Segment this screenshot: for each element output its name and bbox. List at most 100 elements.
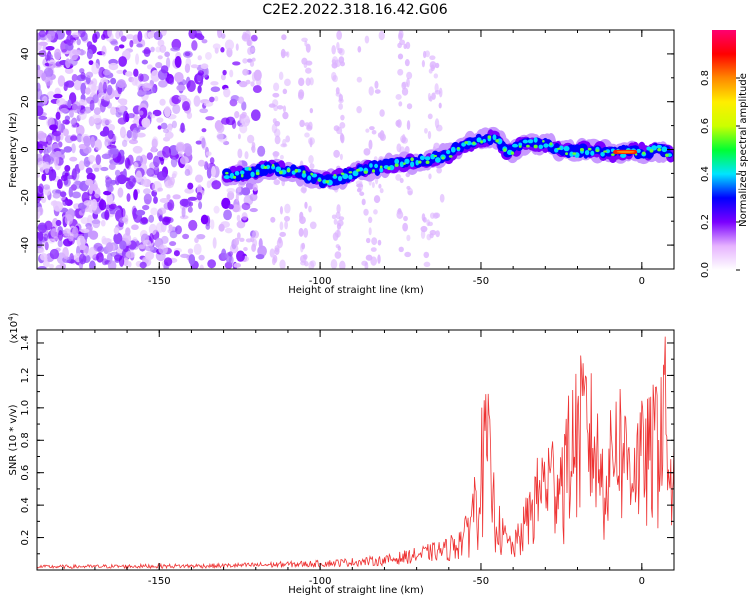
ridge-blob (450, 146, 456, 153)
noise-speck (209, 157, 215, 164)
noise-speck (301, 242, 306, 250)
ridge-blob (651, 145, 658, 151)
ridge-blob (419, 155, 425, 161)
noise-speck (223, 209, 232, 221)
noise-speck (333, 149, 340, 158)
ridge-blob (476, 137, 482, 143)
noise-speck (309, 107, 314, 114)
noise-speck (369, 126, 375, 131)
noise-speck (271, 123, 278, 134)
noise-speck (118, 255, 125, 267)
noise-speck (62, 199, 68, 206)
ridge-blob (348, 171, 353, 174)
noise-speck (150, 207, 158, 216)
noise-speck (60, 107, 69, 113)
ridge-blob (410, 157, 414, 162)
noise-speck (142, 204, 150, 211)
noise-speck (174, 55, 182, 68)
noise-speck (119, 240, 127, 250)
noise-speck (206, 180, 212, 189)
colorbar: 0.0 0.2 0.4 0.6 0.8 Normalized spectral ampl… (700, 30, 749, 278)
noise-speck (270, 216, 276, 223)
noise-speck (122, 257, 129, 267)
ridge-blob (424, 156, 431, 161)
noise-speck (48, 263, 55, 269)
noise-speck (63, 81, 69, 87)
noise-speck (198, 201, 203, 210)
noise-speck (339, 122, 346, 129)
noise-speck (175, 141, 186, 154)
noise-speck (427, 113, 433, 120)
ridge-blob (611, 153, 615, 157)
x-tick-label: -150 (148, 576, 171, 587)
x-tick-label: -100 (309, 276, 332, 287)
x-tick-label: 0 (639, 276, 645, 287)
noise-speck (175, 225, 182, 235)
noise-speck (180, 253, 190, 259)
noise-speck (162, 145, 172, 158)
noise-speck (282, 105, 287, 113)
noise-speck (172, 170, 178, 177)
noise-speck (93, 107, 101, 115)
noise-speck (395, 174, 402, 181)
noise-speck (63, 228, 71, 237)
noise-speck (57, 239, 63, 248)
noise-speck (125, 180, 134, 190)
noise-speck (336, 228, 340, 238)
ridge-blob (332, 174, 338, 179)
noise-speck (426, 219, 430, 227)
ridge-blob (448, 155, 453, 158)
noise-speck (279, 154, 284, 160)
noise-speck (423, 251, 430, 259)
noise-speck (250, 236, 255, 243)
noise-speck (423, 261, 431, 268)
snr-series-line (37, 336, 674, 570)
noise-speck (107, 130, 114, 140)
noise-speck (80, 72, 86, 80)
noise-speck (146, 152, 153, 161)
noise-speck (368, 216, 373, 224)
noise-speck (100, 100, 109, 107)
noise-speck (91, 62, 100, 75)
noise-speck (309, 221, 317, 230)
noise-speck (50, 228, 60, 239)
noise-speck (357, 46, 362, 53)
noise-speck (178, 95, 187, 101)
noise-speck (236, 220, 246, 229)
y-tick-label: 40 (20, 48, 31, 61)
noise-speck (37, 222, 48, 234)
noise-speck (88, 60, 94, 66)
noise-speck (65, 58, 71, 69)
noise-speck (184, 146, 193, 157)
noise-speck (160, 65, 169, 74)
noise-speck (153, 155, 161, 168)
noise-speck (398, 32, 403, 41)
noise-speck (156, 171, 167, 181)
spectrogram-x-ticks: -150 -100 -50 0 (62, 30, 675, 287)
noise-speck (157, 39, 165, 47)
noise-speck (131, 76, 138, 86)
noise-speck (150, 46, 155, 53)
noise-speck (234, 111, 240, 119)
noise-speck (146, 64, 153, 70)
noise-speck (201, 137, 206, 149)
ridge-blob (649, 149, 654, 153)
ridge-blob (275, 166, 282, 173)
noise-speck (131, 129, 138, 141)
noise-speck (102, 118, 112, 125)
noise-speck (140, 176, 148, 187)
ridge-blob (379, 167, 384, 173)
noise-speck (62, 247, 69, 259)
noise-speck (241, 202, 251, 211)
noise-speck (365, 237, 371, 244)
noise-speck (282, 88, 288, 95)
noise-speck (249, 60, 255, 67)
noise-speck (273, 254, 278, 264)
noise-speck (150, 113, 156, 119)
ridge-blob (337, 175, 343, 182)
noise-speck (124, 157, 131, 169)
ridge-blob (271, 163, 275, 167)
noise-speck (377, 254, 381, 264)
noise-speck (144, 31, 150, 40)
noise-speck (96, 252, 104, 263)
